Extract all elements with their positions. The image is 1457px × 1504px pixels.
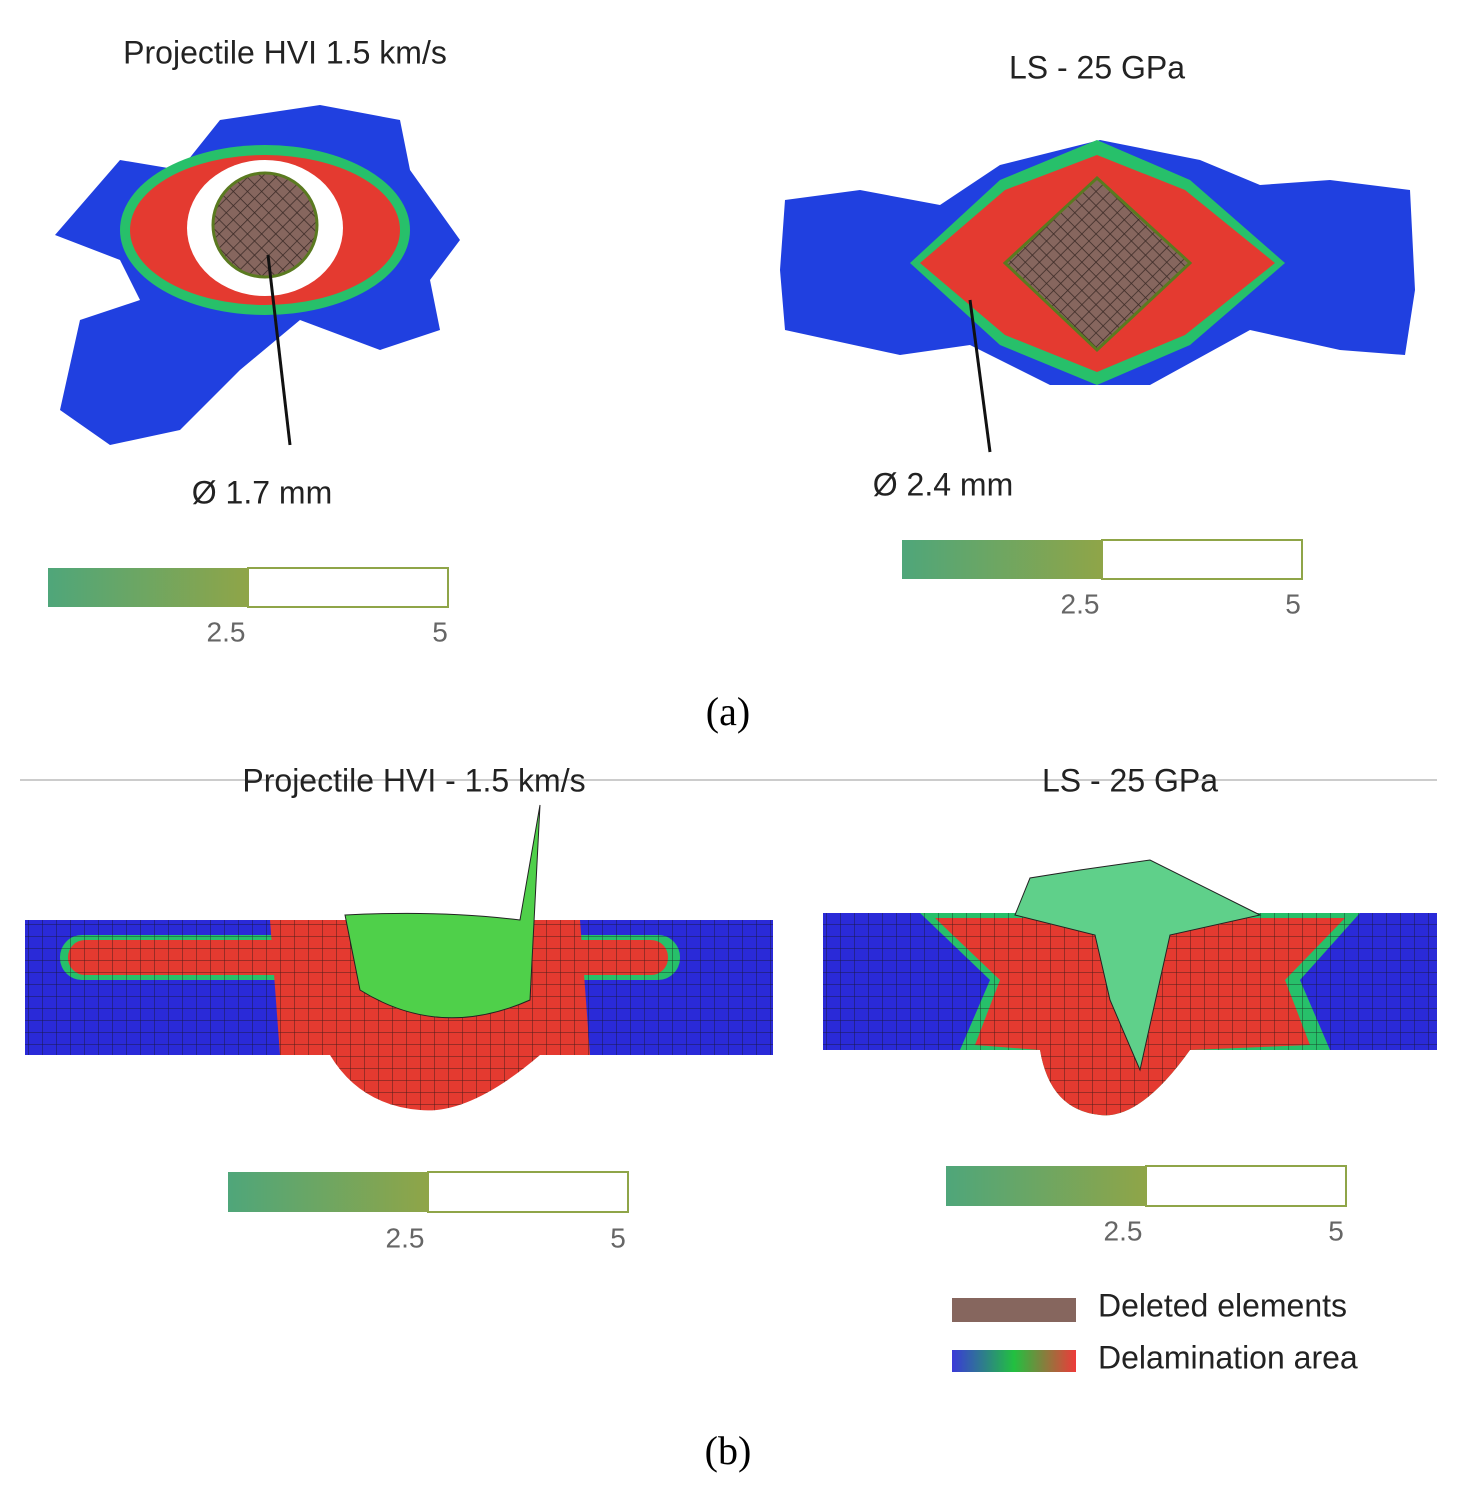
view-title: LS - 25 GPa [1042, 762, 1218, 798]
legend-swatch [952, 1350, 1076, 1372]
scale-tick: 2.5 [1104, 1215, 1143, 1246]
scale-bar: 2.5 5 [48, 567, 449, 647]
scale-bar: 2.5 5 [228, 1171, 629, 1253]
scale-tick: 5 [1328, 1215, 1344, 1246]
view-title: Projectile HVI 1.5 km/s [123, 34, 447, 70]
panel-label: (a) [706, 689, 750, 734]
annotation: Ø 2.4 mm [873, 466, 1013, 502]
damage-map [55, 105, 460, 446]
scale-tick: 2.5 [207, 616, 246, 647]
scale-tick: 5 [1285, 588, 1301, 619]
cross-section [823, 859, 1437, 1116]
scale-bar: 2.5 5 [946, 1165, 1347, 1246]
panel-label: (b) [705, 1428, 752, 1473]
annotation: Ø 1.7 mm [192, 474, 332, 510]
legend-label: Deleted elements [1098, 1287, 1347, 1323]
legend: Deleted elements Delamination area [952, 1287, 1358, 1375]
cross-section [25, 804, 773, 1111]
scale-tick: 2.5 [1061, 588, 1100, 619]
scale-bar: 2.5 5 [902, 539, 1303, 619]
view-title: Projectile HVI - 1.5 km/s [242, 762, 585, 798]
view-title: LS - 25 GPa [1009, 49, 1185, 85]
scale-tick: 5 [432, 616, 448, 647]
legend-swatch [952, 1298, 1076, 1322]
scale-tick: 5 [610, 1222, 626, 1253]
legend-label: Delamination area [1098, 1339, 1358, 1375]
damage-map [780, 140, 1415, 453]
scale-tick: 2.5 [386, 1222, 425, 1253]
